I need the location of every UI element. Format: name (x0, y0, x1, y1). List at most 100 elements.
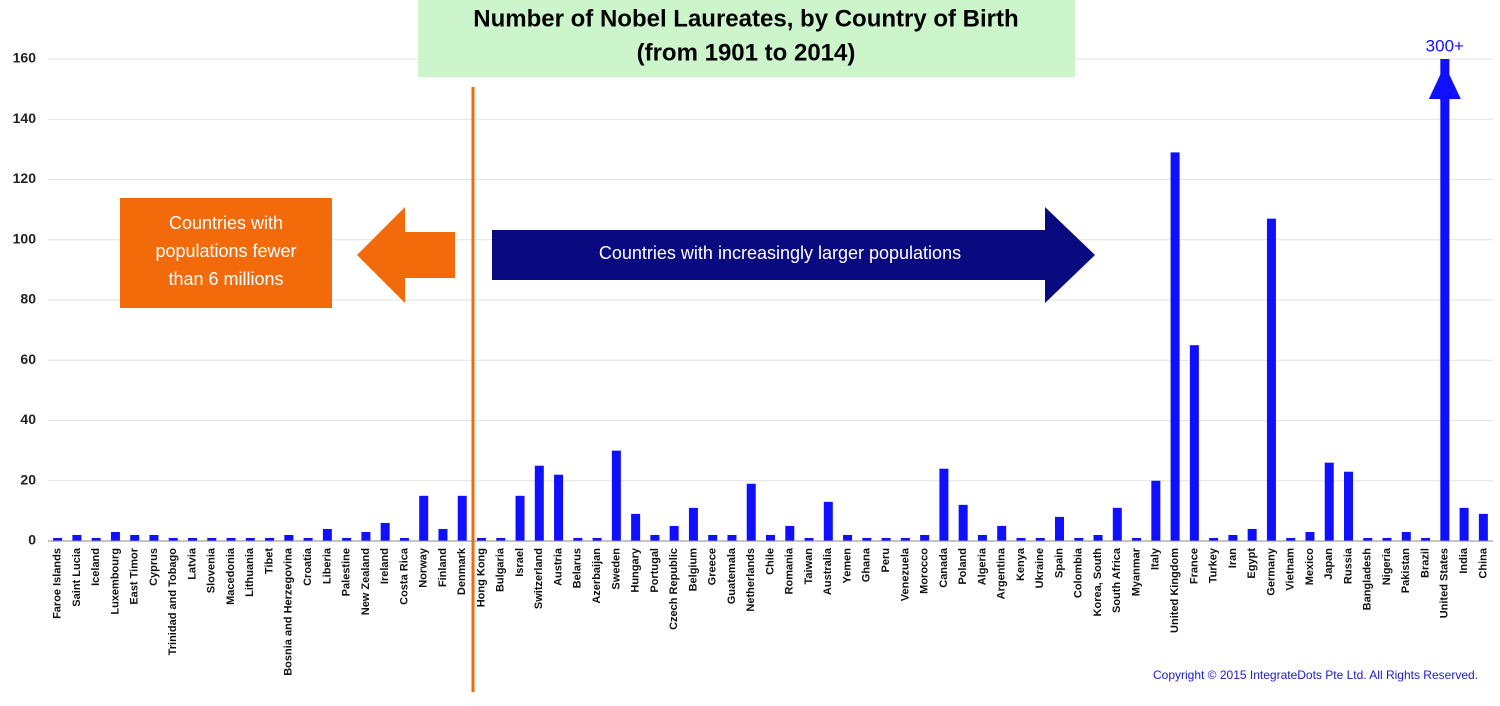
bars (53, 59, 1488, 541)
bar (727, 534, 737, 541)
bar (303, 537, 313, 541)
bar (592, 537, 602, 541)
x-tick-label: Canada (938, 547, 950, 588)
x-tick-label: Bangladesh (1362, 548, 1374, 611)
x-tick-label: Czech Republic (668, 548, 680, 630)
bar (1189, 345, 1199, 541)
overflow-arrow-head (1428, 65, 1461, 99)
bar (1112, 507, 1122, 541)
x-tick-label: Slovenia (206, 547, 218, 593)
bar (1478, 513, 1488, 541)
bar (207, 537, 217, 541)
bar (1421, 537, 1431, 541)
bar (284, 534, 294, 541)
value-label: 300+ (1426, 36, 1464, 55)
bar (1305, 531, 1315, 541)
bar (496, 537, 506, 541)
bar (91, 537, 101, 541)
x-tick-label: Norway (418, 547, 430, 588)
x-tick-label: Cyprus (148, 548, 160, 586)
x-tick-label: Ukraine (1034, 548, 1046, 588)
bar (746, 483, 756, 541)
x-tick-label: South Africa (1111, 547, 1123, 613)
x-tick-label: Peru (880, 548, 892, 572)
bar (110, 531, 120, 541)
bar (361, 531, 371, 541)
bar (1401, 531, 1411, 541)
bar (226, 537, 236, 541)
bar (920, 534, 930, 541)
x-tick-label: Egypt (1246, 548, 1258, 579)
x-tick-label: Greece (707, 548, 719, 585)
bar (1074, 537, 1084, 541)
x-tick-label: United Kingdom (1169, 548, 1181, 633)
bar (823, 501, 833, 541)
x-tick-label: Austria (552, 547, 564, 586)
x-tick-label: Liberia (321, 547, 333, 584)
bar (997, 525, 1007, 541)
bar (1344, 471, 1353, 541)
bar (862, 537, 872, 541)
x-tick-label: Hong Kong (475, 548, 487, 607)
bar (1170, 152, 1180, 541)
bar (245, 537, 255, 541)
x-tick-label: Palestine (341, 548, 353, 596)
x-tick-label: Croatia (302, 547, 314, 586)
y-tick-label: 40 (20, 411, 36, 427)
x-tick-label: Japan (1323, 548, 1335, 580)
x-tick-label: Lithuania (244, 547, 256, 597)
x-tick-label: Korea, South (1092, 548, 1104, 617)
bar (688, 507, 698, 541)
bar (1055, 516, 1064, 541)
bar (342, 537, 352, 541)
bar (322, 528, 332, 541)
bar (188, 537, 197, 541)
left-arrow (357, 207, 455, 303)
x-tick-label: Poland (957, 548, 969, 585)
bar (708, 534, 718, 541)
bar (1132, 537, 1142, 541)
bar (168, 537, 178, 541)
bar (457, 495, 467, 541)
bar (554, 474, 564, 541)
chart-title: Number of Nobel Laureates, by Country of… (473, 5, 1018, 32)
y-tick-label: 0 (28, 532, 36, 548)
bar (419, 495, 429, 541)
x-tick-label: Iceland (90, 548, 102, 586)
bar (1266, 218, 1276, 541)
x-tick-label: Tibet (263, 548, 275, 574)
x-tick-label: Belgium (687, 548, 699, 592)
x-tick-label: Sweden (610, 548, 622, 590)
x-tick-label: Taiwan (803, 548, 815, 585)
x-tick-label: Turkey (1208, 547, 1220, 583)
x-tick-label: Romania (784, 547, 796, 594)
bar (977, 534, 987, 541)
bar (515, 495, 525, 541)
x-tick-label: Luxembourg (109, 548, 121, 615)
y-tick-label: 100 (13, 230, 37, 246)
bar (631, 513, 641, 541)
x-tick-label: Venezuela (899, 547, 911, 601)
x-tick-label: Ghana (861, 547, 873, 582)
x-tick-label: France (1188, 548, 1200, 584)
x-tick-label: Spain (1053, 548, 1065, 578)
x-tick-label: Finland (437, 548, 449, 587)
x-tick-label: Nigeria (1381, 547, 1393, 585)
y-tick-label: 140 (13, 110, 37, 126)
x-tick-label: Colombia (1073, 547, 1085, 598)
left-box-text: than 6 millions (168, 269, 283, 289)
x-tick-label: Bosnia and Herzegovina (283, 547, 295, 676)
bar (1209, 537, 1219, 541)
bar (438, 528, 448, 541)
bar (669, 525, 679, 541)
x-tick-label: Switzerland (533, 548, 545, 609)
bar (534, 465, 544, 541)
bar (573, 537, 583, 541)
x-tick-label: Germany (1265, 547, 1277, 596)
x-tick-label: Macedonia (225, 547, 237, 605)
x-tick-label: Russia (1342, 547, 1354, 584)
x-tick-label: Bulgaria (495, 547, 507, 592)
x-tick-label: Ireland (379, 548, 391, 584)
bar (958, 504, 968, 541)
